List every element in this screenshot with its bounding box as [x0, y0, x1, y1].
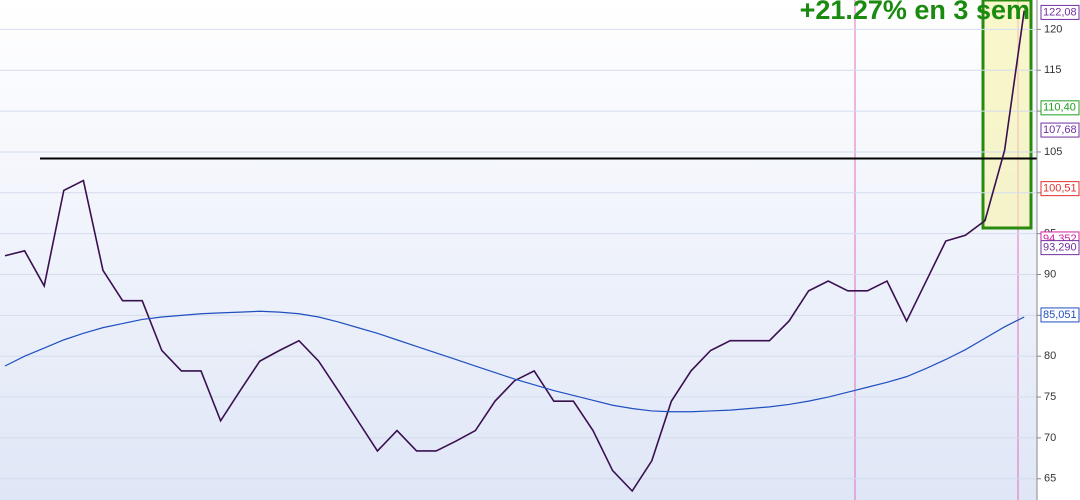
plot-background [0, 0, 1037, 500]
price-label: 122,08 [1043, 6, 1077, 18]
y-tick-label: 120 [1044, 23, 1062, 35]
price-label-box [1040, 181, 1080, 197]
price-label-box [1040, 4, 1080, 20]
series-line [4, 10, 1025, 493]
price-label: 100,51 [1043, 183, 1077, 195]
price-label: 93,290 [1043, 242, 1077, 254]
series-line [4, 310, 1025, 413]
price-label: 107,68 [1043, 124, 1077, 136]
price-label-box [1040, 240, 1080, 256]
y-tick-label: 65 [1044, 473, 1056, 485]
y-tick-label: 75 [1044, 391, 1056, 403]
price-label-box [1040, 100, 1080, 116]
price-label-box [1040, 122, 1080, 138]
y-tick-label: 70 [1044, 432, 1056, 444]
price-label: 85,051 [1043, 309, 1077, 321]
y-tick-label: 80 [1044, 350, 1056, 362]
price-label-box [1040, 307, 1080, 323]
annotation: +21.27% en 3 sem [800, 0, 1030, 25]
price-label: 110,40 [1043, 102, 1076, 114]
y-tick-label: 90 [1044, 268, 1056, 280]
highlight-box [981, 0, 1033, 230]
y-tick-label: 115 [1044, 64, 1062, 76]
y-tick-label: 105 [1044, 146, 1062, 158]
